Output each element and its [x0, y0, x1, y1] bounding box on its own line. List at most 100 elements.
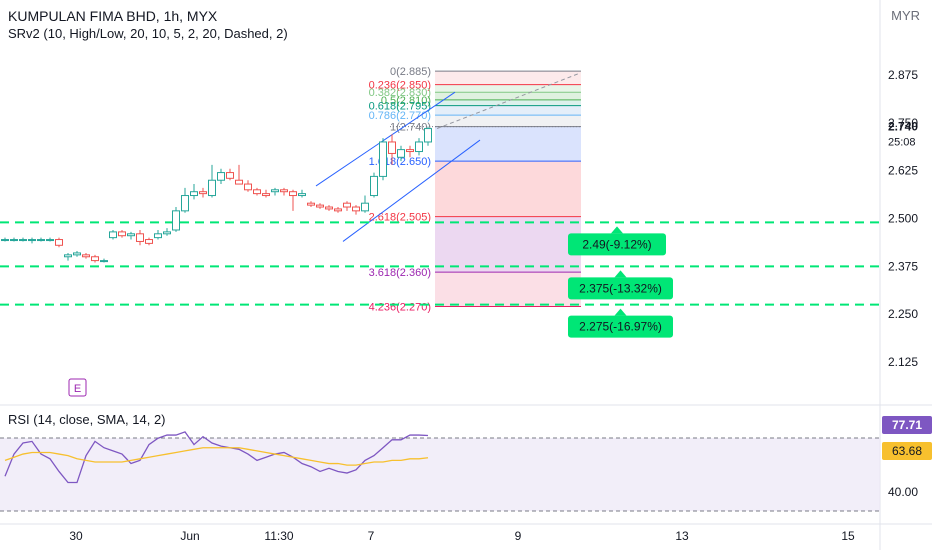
fib-zone [435, 92, 581, 100]
support-label-box [568, 315, 673, 338]
support-label-text: 2.49(-9.12%) [582, 237, 651, 251]
time-tick-label: 9 [515, 529, 522, 543]
candle-body [361, 202, 369, 212]
rsi-series-line [4, 447, 429, 466]
candle-body [415, 141, 423, 153]
candle-body [406, 149, 414, 153]
candle-body [172, 210, 180, 231]
price-tick-label: 2.750 [888, 116, 918, 130]
candle-body [307, 202, 315, 206]
candle-body [253, 189, 261, 195]
candle-body [424, 128, 432, 143]
currency-label: MYR [891, 8, 920, 23]
projection-dashed-line [436, 72, 581, 130]
candle-body [1, 239, 9, 242]
candle-body [64, 254, 72, 258]
rsi-legend[interactable]: RSI (14, close, SMA, 14, 2) [8, 412, 166, 427]
candle-body [370, 175, 378, 197]
fib-level-label: 1.618(2.650) [369, 156, 431, 168]
candle-body [55, 239, 63, 246]
countdown-label: 25:08 [888, 137, 916, 149]
candle-body [10, 239, 18, 242]
price-tick-label: 2.625 [888, 164, 918, 178]
time-tick-label: 13 [675, 529, 689, 543]
symbol-title: KUMPULAN FIMA BHD, 1h, MYX [8, 8, 218, 24]
fib-zone [435, 99, 581, 106]
rsi-value-text: 77.71 [892, 418, 922, 432]
fib-zone [435, 71, 581, 85]
fib-level-label: 2.618(2.505) [369, 212, 431, 224]
candle-body [217, 172, 225, 181]
candle-body [316, 204, 324, 208]
channel-lower-line [342, 139, 481, 242]
rsi-value-tag [882, 416, 932, 434]
candle-body [73, 252, 81, 256]
time-tick-label: Jun [180, 529, 199, 543]
candle-body [118, 231, 126, 237]
fib-level-label: 0(2.885) [390, 66, 431, 78]
candle-body [262, 193, 270, 197]
rsi-tick-label: 40.00 [888, 485, 918, 499]
candle-body [100, 260, 108, 263]
time-tick-label: 15 [841, 529, 855, 543]
candle-body [28, 239, 36, 242]
fib-level-label: 3.618(2.360) [369, 267, 431, 279]
event-marker-label: E [74, 383, 81, 395]
candle-body [325, 206, 333, 210]
price-tick-label: 2.375 [888, 259, 918, 273]
candle-body [127, 233, 135, 237]
rsi-series-line [4, 431, 429, 484]
support-label-text: 2.275(-16.97%) [579, 320, 662, 334]
candle-body [379, 141, 387, 177]
candle-body [145, 239, 153, 244]
fib-zone [435, 272, 581, 307]
fib-level-label: 0.786(2.770) [369, 110, 431, 122]
candle-body [334, 208, 342, 212]
candle-body [91, 256, 99, 262]
candle-body [352, 206, 360, 212]
channel-upper-line [315, 91, 456, 187]
price-tick-label: 2.125 [888, 355, 918, 369]
fib-level-label: 0.236(2.850) [369, 80, 431, 92]
sma-value-text: 63.68 [892, 444, 922, 458]
candle-body [163, 231, 171, 235]
fib-level-label: 0.5(2.810) [381, 95, 431, 107]
candle-body [199, 191, 207, 195]
candle-body [208, 179, 216, 197]
price-tick-label: 2.250 [888, 307, 918, 321]
fib-level-label: 0.618(2.795) [369, 101, 431, 113]
candle-body [109, 231, 117, 239]
time-tick-label: 11:30 [264, 529, 293, 543]
candle-body [46, 239, 54, 242]
candle-body [397, 149, 405, 158]
indicator-legend[interactable]: SRv2 (10, High/Low, 20, 10, 5, 2, 20, Da… [8, 26, 288, 41]
time-tick-label: 7 [368, 529, 375, 543]
candle-body [136, 233, 144, 242]
candle-body [298, 193, 306, 197]
candle-body [154, 233, 162, 239]
fib-zone [435, 161, 581, 217]
support-label-pointer [614, 270, 627, 278]
fib-zone [435, 126, 581, 162]
fib-zone [435, 84, 581, 93]
fib-level-label: 1(2.740) [390, 122, 431, 134]
candle-body [244, 183, 252, 191]
candle-body [226, 172, 234, 179]
candle-body [181, 195, 189, 212]
support-label-text: 2.375(-13.32%) [579, 281, 662, 295]
candle-body [19, 239, 27, 242]
price-tick-label: 2.500 [888, 212, 918, 226]
candle-body [82, 254, 90, 258]
candle-body [280, 189, 288, 193]
price-tick-label: 2.875 [888, 68, 918, 82]
candle-body [190, 191, 198, 197]
last-price-label: 2.740 [888, 120, 918, 134]
sma-value-tag [882, 442, 932, 460]
candle-body [271, 189, 279, 193]
fib-level-label: 0.382(2.830) [369, 87, 431, 99]
fib-zone [435, 216, 581, 273]
candle-body [388, 141, 396, 154]
support-label-box [568, 233, 666, 256]
event-marker-box [68, 378, 87, 397]
